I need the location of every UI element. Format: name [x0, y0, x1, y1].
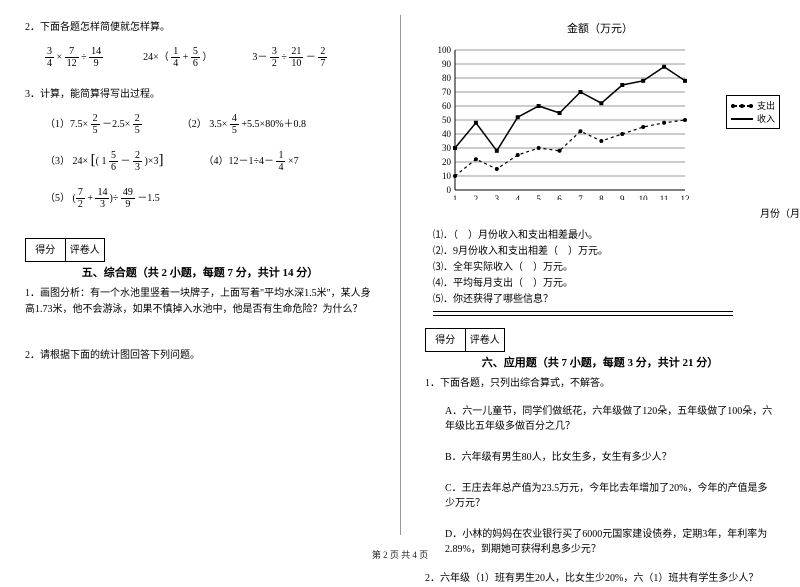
- svg-text:12: 12: [681, 194, 690, 200]
- frac: 143: [95, 187, 109, 210]
- chart-legend: 支出 收入: [726, 95, 780, 129]
- q2-expr-2: 24×（ 14 + 56 ）: [143, 46, 212, 69]
- frac: 56: [109, 150, 118, 173]
- score-box-right: 得分 评卷人: [425, 328, 505, 352]
- chart-q2: ⑵．9月份收入和支出相差（ ）万元。: [425, 244, 775, 260]
- svg-text:2: 2: [474, 194, 479, 200]
- legend-expense: 支出: [731, 99, 775, 112]
- frac: 712: [65, 46, 79, 69]
- chart-q3: ⑶．全年实际收入（ ）万元。: [425, 260, 775, 276]
- q6-1c: C．王庄去年总产值为23.5万元，今年比去年增加了20%，今年的产值是多少万元？: [425, 479, 775, 509]
- frac: 72: [76, 187, 85, 210]
- frac: 25: [133, 113, 142, 136]
- legend-dash-icon: [731, 105, 753, 107]
- q3-4: （4）12－1÷4－ 14 ×7: [203, 150, 298, 173]
- svg-text:6: 6: [557, 194, 562, 200]
- q3-row2: （3） 24× [( 1 56 － 23 )×3] （4）12－1÷4－ 14 …: [45, 150, 375, 173]
- reviewer-label: 评卷人: [66, 239, 105, 261]
- svg-text:1: 1: [453, 194, 458, 200]
- chart-q4: ⑷．平均每月支出（ ）万元。: [425, 276, 775, 292]
- section-5-title: 五、综合题（共 2 小题，每题 7 分，共计 14 分）: [25, 264, 375, 280]
- q5-2: 2．请根据下面的统计图回答下列问题。: [25, 348, 375, 364]
- svg-text:8: 8: [599, 194, 604, 200]
- q3-title: 3．计算，能简算得写出过程。: [25, 87, 375, 103]
- svg-text:5: 5: [536, 194, 541, 200]
- frac: 149: [89, 46, 103, 69]
- score-box-left: 得分 评卷人: [25, 238, 105, 262]
- frac: 56: [191, 46, 200, 69]
- svg-text:60: 60: [442, 101, 452, 111]
- frac: 23: [133, 150, 142, 173]
- q3-5: （5） (72 + 143)÷ 499 －1.5: [45, 187, 160, 210]
- q5-1: 1．画图分析：有一个水池里竖着一块牌子，上面写着"平均水深1.5米"，某人身高1…: [25, 286, 375, 318]
- frac: 2110: [289, 46, 303, 69]
- legend-line-icon: [731, 118, 753, 120]
- q2-expressions: 34 × 712 ÷ 149 24×（ 14 + 56 ） 3－ 32 ÷ 21…: [45, 46, 375, 69]
- q2-expr-3: 3－ 32 ÷ 2110 － 27: [252, 46, 327, 69]
- q2-title: 2．下面各题怎样简便就怎样算。: [25, 20, 375, 36]
- legend-income: 收入: [731, 112, 775, 125]
- chart-q5: ⑸．你还获得了哪些信息？: [425, 292, 775, 308]
- x-axis-label: 月份（月）: [760, 205, 800, 220]
- q6-1: 1．下面各题，只列出综合算式，不解答。: [425, 376, 775, 392]
- svg-text:70: 70: [442, 87, 452, 97]
- q3-1: （1）7.5× 25 －2.5× 25: [45, 113, 142, 136]
- svg-text:10: 10: [442, 171, 452, 181]
- svg-text:100: 100: [438, 45, 452, 55]
- svg-text:9: 9: [620, 194, 625, 200]
- score-label: 得分: [426, 329, 466, 351]
- frac: 27: [318, 46, 327, 69]
- q3-row3: （5） (72 + 143)÷ 499 －1.5: [45, 187, 375, 210]
- q3-row1: （1）7.5× 25 －2.5× 25 （2） 3.5× 45 +5.5×80%…: [45, 113, 375, 136]
- frac: 34: [45, 46, 54, 69]
- svg-text:0: 0: [447, 185, 452, 195]
- q6-1b: B．六年级有男生80人，比女生多，女生有多少人？: [425, 448, 775, 463]
- left-column: 2．下面各题怎样简便就怎样算。 34 × 712 ÷ 149 24×（ 14 +…: [0, 0, 400, 540]
- svg-text:11: 11: [660, 194, 669, 200]
- q3-3: （3） 24× [( 1 56 － 23 )×3]: [45, 150, 163, 173]
- frac: 499: [121, 187, 135, 210]
- section-6-title: 六、应用题（共 7 小题，每题 3 分，共计 21 分）: [425, 354, 775, 370]
- frac: 32: [270, 46, 279, 69]
- chart-q1: ⑴．（ ）月份收入和支出相差最小。: [425, 228, 775, 244]
- svg-text:40: 40: [442, 129, 452, 139]
- right-column: 金额（万元） 010203040506070809010012345678910…: [400, 0, 800, 540]
- svg-text:50: 50: [442, 115, 452, 125]
- blank-line: [433, 311, 733, 312]
- svg-text:10: 10: [639, 194, 649, 200]
- frac: 14: [171, 46, 180, 69]
- line-chart: 0102030405060708090100123456789101112 支出…: [425, 40, 775, 220]
- svg-text:20: 20: [442, 157, 452, 167]
- svg-text:80: 80: [442, 73, 452, 83]
- frac: 14: [276, 150, 285, 173]
- chart-y-axis-title: 金额（万元）: [425, 20, 775, 36]
- page-footer: 第 2 页 共 4 页: [0, 548, 800, 561]
- svg-text:4: 4: [515, 194, 520, 200]
- score-label: 得分: [26, 239, 66, 261]
- svg-text:90: 90: [442, 59, 452, 69]
- page-wrap: 2．下面各题怎样简便就怎样算。 34 × 712 ÷ 149 24×（ 14 +…: [0, 0, 800, 540]
- q3-2: （2） 3.5× 45 +5.5×80%＋0.8: [182, 113, 306, 136]
- svg-text:3: 3: [495, 194, 500, 200]
- svg-text:7: 7: [578, 194, 583, 200]
- frac: 45: [230, 113, 239, 136]
- q2-expr-1: 34 × 712 ÷ 149: [45, 46, 103, 69]
- reviewer-label: 评卷人: [466, 329, 505, 351]
- blank-line: [433, 315, 733, 316]
- q6-2: 2．六年级（1）班有男生20人，比女生少20%，六（1）班共有学生多少人？: [425, 571, 775, 587]
- q6-1a: A．六一儿童节，同学们做纸花，六年级做了120朵，五年级做了100朵，六年级比五…: [425, 402, 775, 432]
- chart-svg: 0102030405060708090100123456789101112: [425, 40, 705, 200]
- svg-text:30: 30: [442, 143, 452, 153]
- frac: 25: [91, 113, 100, 136]
